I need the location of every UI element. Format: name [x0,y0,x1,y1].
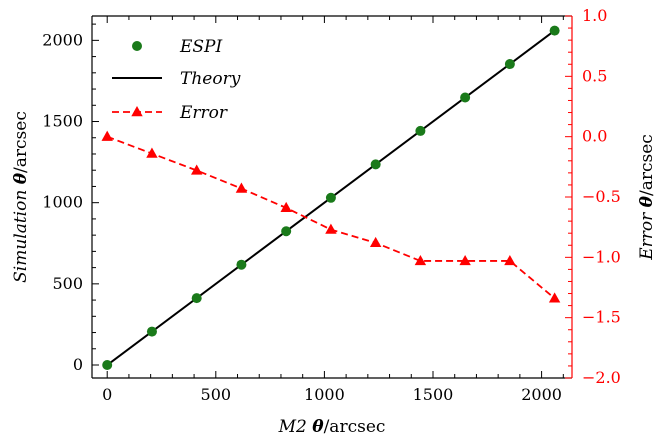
x-tick-label: 1000 [304,385,345,404]
y2-tick-label: −1.0 [582,247,621,266]
espi-point [415,125,426,136]
y2-tick-label: −2.0 [582,368,621,387]
espi-point [236,259,247,270]
legend-espi-label: ESPI [179,37,222,57]
error-point [325,223,337,234]
y-tick-label: 500 [52,274,83,293]
error-line [106,135,556,300]
espi-point [102,360,113,371]
y2-tick-label: −0.5 [582,187,621,206]
y2-tick-label: 0.0 [582,127,607,146]
y2-tick-label: 1.0 [582,6,607,25]
y2-axis-title: Error θ/arcsec [637,134,657,261]
y2-axis-title-italic: Error [637,207,657,260]
espi-point [146,326,157,337]
y-tick-label: 2000 [42,30,83,49]
x-axis-title-unit: /arcsec [324,417,386,437]
y-tick-label: 0 [73,355,83,374]
x-tick-label: 500 [201,385,232,404]
x-axis-title-italic: M2 [278,417,313,437]
espi-point [504,59,515,70]
legend-error-label: Error [179,103,228,123]
espi-point [191,293,202,304]
y-tick-label: 1500 [42,112,83,131]
error-point [459,254,471,266]
error-point [235,182,248,193]
x-tick-label: 0 [102,385,112,404]
y-tick-label: 1000 [42,193,83,212]
error-point [504,254,516,266]
y-axis-title-unit: /arcsec [11,111,31,173]
y2-axis-title-unit: /arcsec [637,134,657,196]
error-point [280,201,292,213]
error-point [369,236,382,248]
y2-axis-title-symbol: θ [637,195,657,207]
x-axis-title: M2 θ/arcsec [278,417,386,437]
espi-point [549,25,560,36]
y2-tick-label: −1.5 [582,308,621,327]
y2-tick-label: 0.5 [582,66,607,85]
legend-espi-marker [132,41,142,51]
espi-point [325,192,336,203]
espi-point [460,92,471,103]
error-point [548,292,561,303]
x-axis-title-symbol: θ [312,417,324,437]
y-axis-title: Simulation θ/arcsec [11,111,31,283]
y-axis-title-symbol: θ [11,172,31,184]
espi-point [370,159,381,170]
espi-point [281,226,292,237]
legend-theory-label: Theory [180,69,241,89]
error-point [101,130,113,141]
error-point [146,147,158,158]
x-tick-label: 2000 [521,385,562,404]
x-tick-label: 1500 [413,385,454,404]
error-point [190,164,203,175]
y-axis-title-italic: Simulation [11,184,31,283]
legend-error-marker [131,106,143,117]
error-point [414,254,427,266]
